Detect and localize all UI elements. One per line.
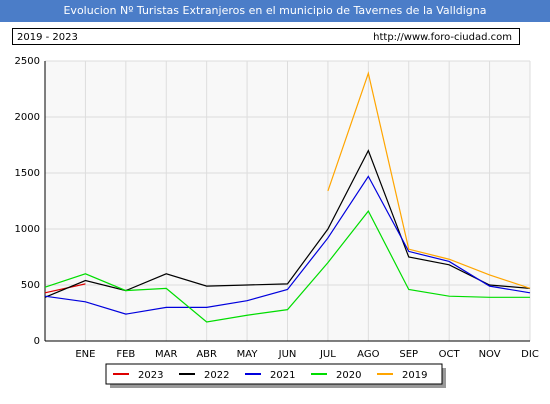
legend-label: 2020 [336, 370, 361, 381]
series-line [44, 209, 530, 323]
legend-label: 2023 [138, 370, 163, 381]
legend [105, 363, 443, 385]
y-tick-label: 1500 [15, 168, 40, 179]
chart-title: Evolucion Nº Turistas Extranjeros en el … [63, 4, 486, 17]
y-tick-label: 2000 [15, 112, 40, 123]
y-tick-label: 0 [34, 336, 40, 347]
y-tick-label: 1000 [15, 224, 40, 235]
x-tick-label: ENE [75, 349, 95, 360]
legend-label: 2022 [204, 370, 229, 381]
x-tick-label: MAR [155, 349, 177, 360]
x-tick-label: MAY [237, 349, 259, 360]
x-tick-label: SEP [399, 349, 418, 360]
series-line [44, 175, 531, 315]
x-tick-label: DIC [521, 349, 539, 360]
x-tick-label: OCT [439, 349, 461, 360]
subtitle-box [12, 28, 520, 45]
y-tick-label: 500 [21, 280, 40, 291]
legend-label: 2021 [270, 370, 295, 381]
legend-label: 2019 [402, 370, 427, 381]
series-line [327, 71, 531, 289]
y-tick-label: 2500 [15, 56, 40, 67]
x-tick-label: JUL [319, 349, 336, 360]
x-tick-label: AGO [357, 349, 379, 360]
x-tick-label: NOV [479, 349, 501, 360]
x-tick-label: FEB [116, 349, 135, 360]
x-tick-label: ABR [196, 349, 217, 360]
source: http://www.foro-ciudad.com [373, 32, 512, 43]
title-bar [0, 0, 550, 22]
subtitle: 2019 - 2023 [17, 32, 78, 43]
x-tick-label: JUN [278, 349, 297, 360]
